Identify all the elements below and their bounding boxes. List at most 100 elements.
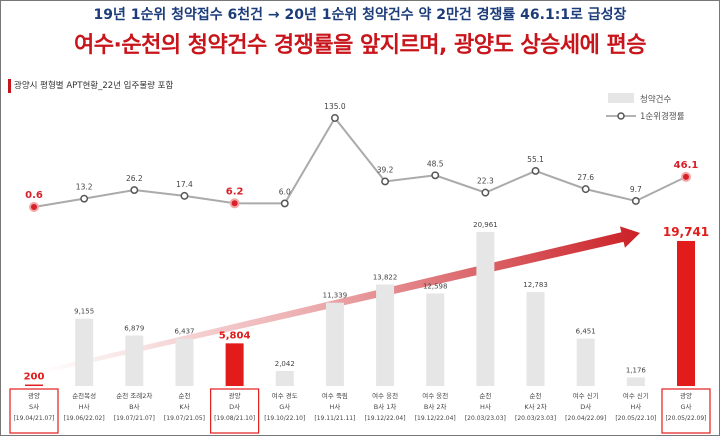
category-name-label: 광양: [28, 392, 40, 400]
category-name-label: 여수 신기: [573, 391, 599, 400]
trend-arrow: [39, 226, 641, 374]
bar-value-label: 200: [24, 372, 45, 383]
bar-value-label: 6,451: [576, 328, 596, 336]
category-name-label: 순천복성: [72, 391, 96, 400]
line-value-label: 48.5: [427, 159, 444, 168]
category-date-label: [19.07/21.05]: [164, 415, 205, 422]
bar: [626, 377, 645, 386]
line-point: [130, 186, 139, 194]
line-value-label: 6.2: [226, 186, 244, 197]
line-point: [631, 197, 640, 205]
category-name-label: 여수 웅천: [372, 391, 398, 400]
category-company-label: H사: [630, 402, 641, 411]
bar: [426, 293, 445, 386]
line-point: [29, 202, 39, 212]
category-company-label: S사: [29, 402, 39, 411]
line-value-label: 46.1: [674, 160, 699, 171]
bar-value-label: 19,741: [663, 225, 709, 239]
category-date-label: [20.03/23.03]: [515, 415, 556, 422]
trend-arrow-shape: [39, 226, 641, 374]
line-point: [431, 171, 440, 180]
line-value-label: 27.6: [577, 173, 594, 182]
category-name-label: 여수 신기: [623, 391, 649, 400]
category-date-label: [20.05/22.09]: [665, 415, 706, 422]
line-point: [581, 185, 590, 194]
category-name-label: 순천: [530, 391, 542, 400]
bar: [275, 370, 294, 386]
line-value-label: 0.6: [25, 190, 43, 201]
bar-value-label: 12,598: [423, 282, 448, 290]
bar-value-label: 6,879: [124, 324, 144, 332]
category-date-label: [20.03/23.03]: [465, 415, 506, 422]
category-company-label: G사: [680, 402, 691, 411]
category-highlight-box: [9, 388, 59, 434]
subtitle-accent-bar: [8, 79, 11, 93]
line-value-label: 13.2: [76, 183, 93, 192]
bar: [677, 240, 695, 386]
category-company-label: B사: [129, 402, 139, 411]
bar-value-label: 20,961: [473, 221, 498, 229]
bar-value-label: 9,155: [74, 308, 94, 316]
category-company-label: K사: [179, 402, 189, 411]
category-company-label: D사: [580, 402, 591, 411]
bar-value-label: 2,042: [275, 360, 295, 368]
category-company-label: G사: [279, 402, 290, 411]
category-name-label: 여수 경도: [272, 391, 298, 400]
bar: [526, 292, 545, 386]
category-name-label: 여수 죽림: [322, 391, 348, 400]
bar: [325, 302, 344, 386]
category-date-label: [20.04/22.09]: [565, 415, 606, 422]
bar-value-label: 11,339: [323, 292, 348, 300]
category-company-label: H사: [480, 402, 491, 411]
bar-value-label: 6,437: [174, 328, 194, 336]
category-company-label: B사 2차: [424, 402, 447, 411]
bar: [225, 343, 244, 386]
line-point: [330, 114, 339, 122]
category-company-label: H사: [79, 402, 90, 411]
line-value-label: 26.2: [126, 174, 143, 183]
bar: [576, 338, 595, 386]
headline-line-2: 여수·순천의 청약건수 경쟁률을 앞지르며, 광양도 상승세에 편승: [74, 33, 646, 58]
line-point: [229, 198, 240, 209]
category-highlight-box: [210, 388, 260, 434]
category-date-label: [19.08/21.10]: [214, 415, 255, 422]
category-date-label: [19.12/22.04]: [415, 415, 456, 422]
chart-subtitle: 광양시 평형별 APT현황_22년 입주물량 포함: [14, 81, 174, 91]
line-point: [381, 177, 390, 186]
headline-line-1: 19년 1순위 청약접수 6천건 → 20년 1순위 청약건수 약 2만건 경쟁…: [93, 7, 627, 23]
line-point: [180, 191, 189, 200]
line-value-label: 22.3: [477, 177, 494, 186]
category-name-label: 광양: [229, 392, 241, 400]
category-date-label: [19.12/22.04]: [365, 415, 406, 422]
category-date-label: [20.05/22.10]: [615, 415, 656, 422]
line-value-label: 39.2: [377, 165, 394, 174]
series-line: [33, 116, 687, 208]
line-point: [80, 194, 89, 203]
legend-line-label: 1순위경쟁률: [640, 111, 685, 122]
line-value-label: 135.0: [324, 102, 346, 111]
category-name-label: 여수 웅천: [422, 391, 448, 400]
line-point: [531, 166, 540, 175]
line-point: [681, 171, 691, 182]
legend-bar-swatch: [608, 93, 634, 103]
bar: [75, 318, 94, 386]
line-value-label: 9.7: [630, 185, 642, 194]
category-company-label: K사 2차: [524, 402, 546, 411]
category-date-label: [19.11/21.11]: [314, 415, 355, 422]
category-date-label: [19.10/22.10]: [264, 415, 305, 422]
bar-value-label: 5,804: [219, 330, 251, 341]
bar: [125, 335, 144, 386]
line-point: [280, 199, 289, 208]
category-company-label: B사 1차: [374, 402, 397, 411]
bar: [25, 384, 43, 386]
category-date-label: [19.06/22.02]: [64, 415, 105, 422]
bar: [376, 284, 395, 386]
bar: [175, 338, 194, 386]
category-name-label: 순천: [178, 391, 190, 400]
bar-value-label: 1,176: [626, 366, 647, 374]
line-value-label: 55.1: [527, 155, 544, 164]
category-company-label: D사: [229, 402, 240, 411]
category-date-label: [19.04/21.07]: [13, 415, 54, 422]
bar-value-label: 12,783: [523, 281, 548, 289]
